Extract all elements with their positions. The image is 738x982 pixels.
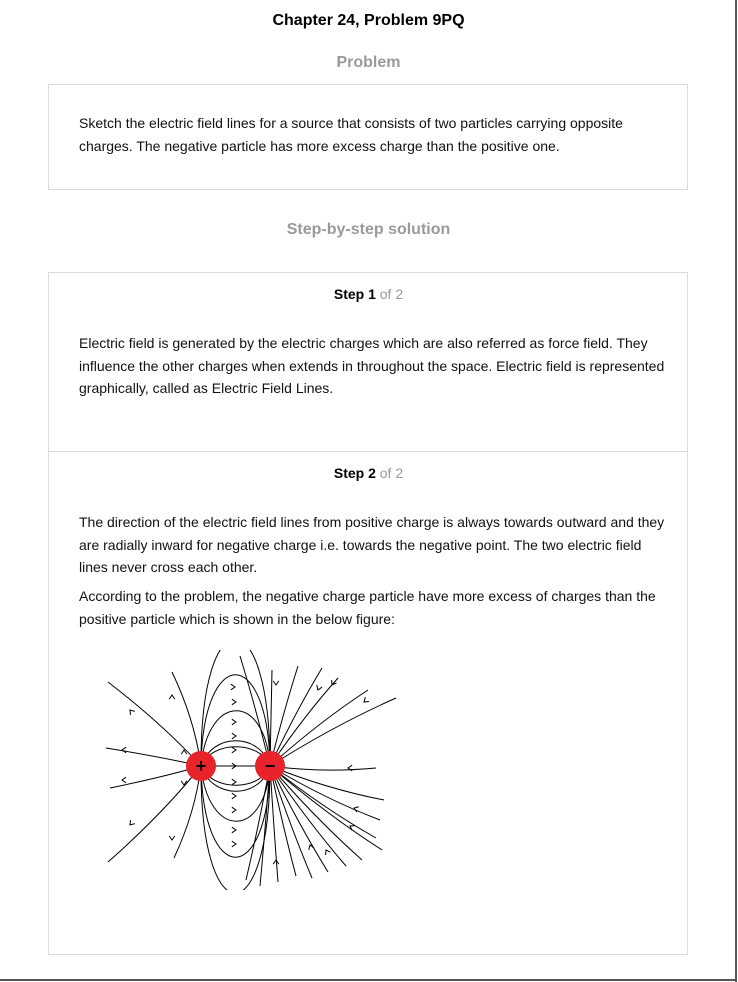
positive-charge-symbol: +: [196, 756, 207, 776]
arrow-inward: [309, 845, 314, 850]
arrow-pos-to-neg: [232, 807, 236, 813]
step-1-number: Step 1: [334, 286, 376, 302]
field-line-inward: [270, 690, 368, 766]
arrow-pos-to-neg: [232, 747, 236, 753]
electric-field-lines-figure: + −: [100, 650, 400, 890]
arrow-pos-to-neg: [232, 733, 236, 739]
arrow-outward: [130, 710, 135, 715]
arrow-outward: [122, 747, 126, 753]
field-line-inward: [270, 766, 376, 838]
page-frame-bottom: [0, 979, 737, 981]
step-1-text: Electric field is generated by the elect…: [79, 332, 669, 400]
field-line-inward: [270, 766, 376, 770]
problem-heading: Problem: [0, 54, 737, 72]
arrow-inward: [326, 850, 331, 855]
arrow-pos-to-neg: [232, 827, 236, 833]
arrow-outward: [169, 836, 175, 840]
field-lines: [106, 650, 396, 890]
step-2-number: Step 2: [334, 465, 376, 481]
field-line-inward: [270, 678, 338, 766]
field-line-outward: [108, 682, 201, 766]
step-1-total: of 2: [380, 286, 403, 302]
page-title: Chapter 24, Problem 9PQ: [0, 12, 737, 30]
field-line-inward: [270, 766, 384, 800]
arrow-inward: [364, 697, 369, 702]
field-line-loop-upper: [201, 650, 270, 766]
arrow-outward: [169, 695, 175, 699]
arrow-outward: [130, 820, 135, 825]
step-1-label: Step 1 of 2: [0, 286, 737, 302]
page-frame-right: [735, 0, 737, 982]
step-2-label: Step 2 of 2: [0, 465, 737, 481]
arrow-pos-to-neg: [232, 719, 236, 725]
arrow-pos-to-neg: [232, 779, 236, 785]
step-2-text-2: According to the problem, the negative c…: [79, 585, 669, 630]
arrow-pos-to-neg: [232, 793, 236, 799]
field-line-inward: [240, 656, 270, 766]
arrow-inward: [317, 685, 322, 690]
arrow-pos-to-neg: [232, 841, 236, 847]
arrow-pos-to-neg: [231, 684, 235, 690]
field-line-loop-lower: [201, 766, 270, 890]
arrow-outward: [122, 777, 126, 783]
negative-charge-symbol: −: [265, 756, 276, 776]
step-2-total: of 2: [380, 465, 403, 481]
arrow-inward: [273, 681, 279, 685]
arrow-pos-to-neg: [232, 699, 236, 705]
step-divider: [49, 451, 687, 452]
field-line-loop-upper: [201, 675, 270, 766]
step-2-text-1: The direction of the electric field line…: [79, 511, 669, 579]
field-line-inward: [270, 698, 396, 766]
field-arrows: [122, 680, 369, 864]
solution-heading: Step-by-step solution: [0, 221, 737, 239]
field-line-inward: [270, 766, 362, 860]
problem-text: Sketch the electric field lines for a so…: [79, 112, 669, 157]
